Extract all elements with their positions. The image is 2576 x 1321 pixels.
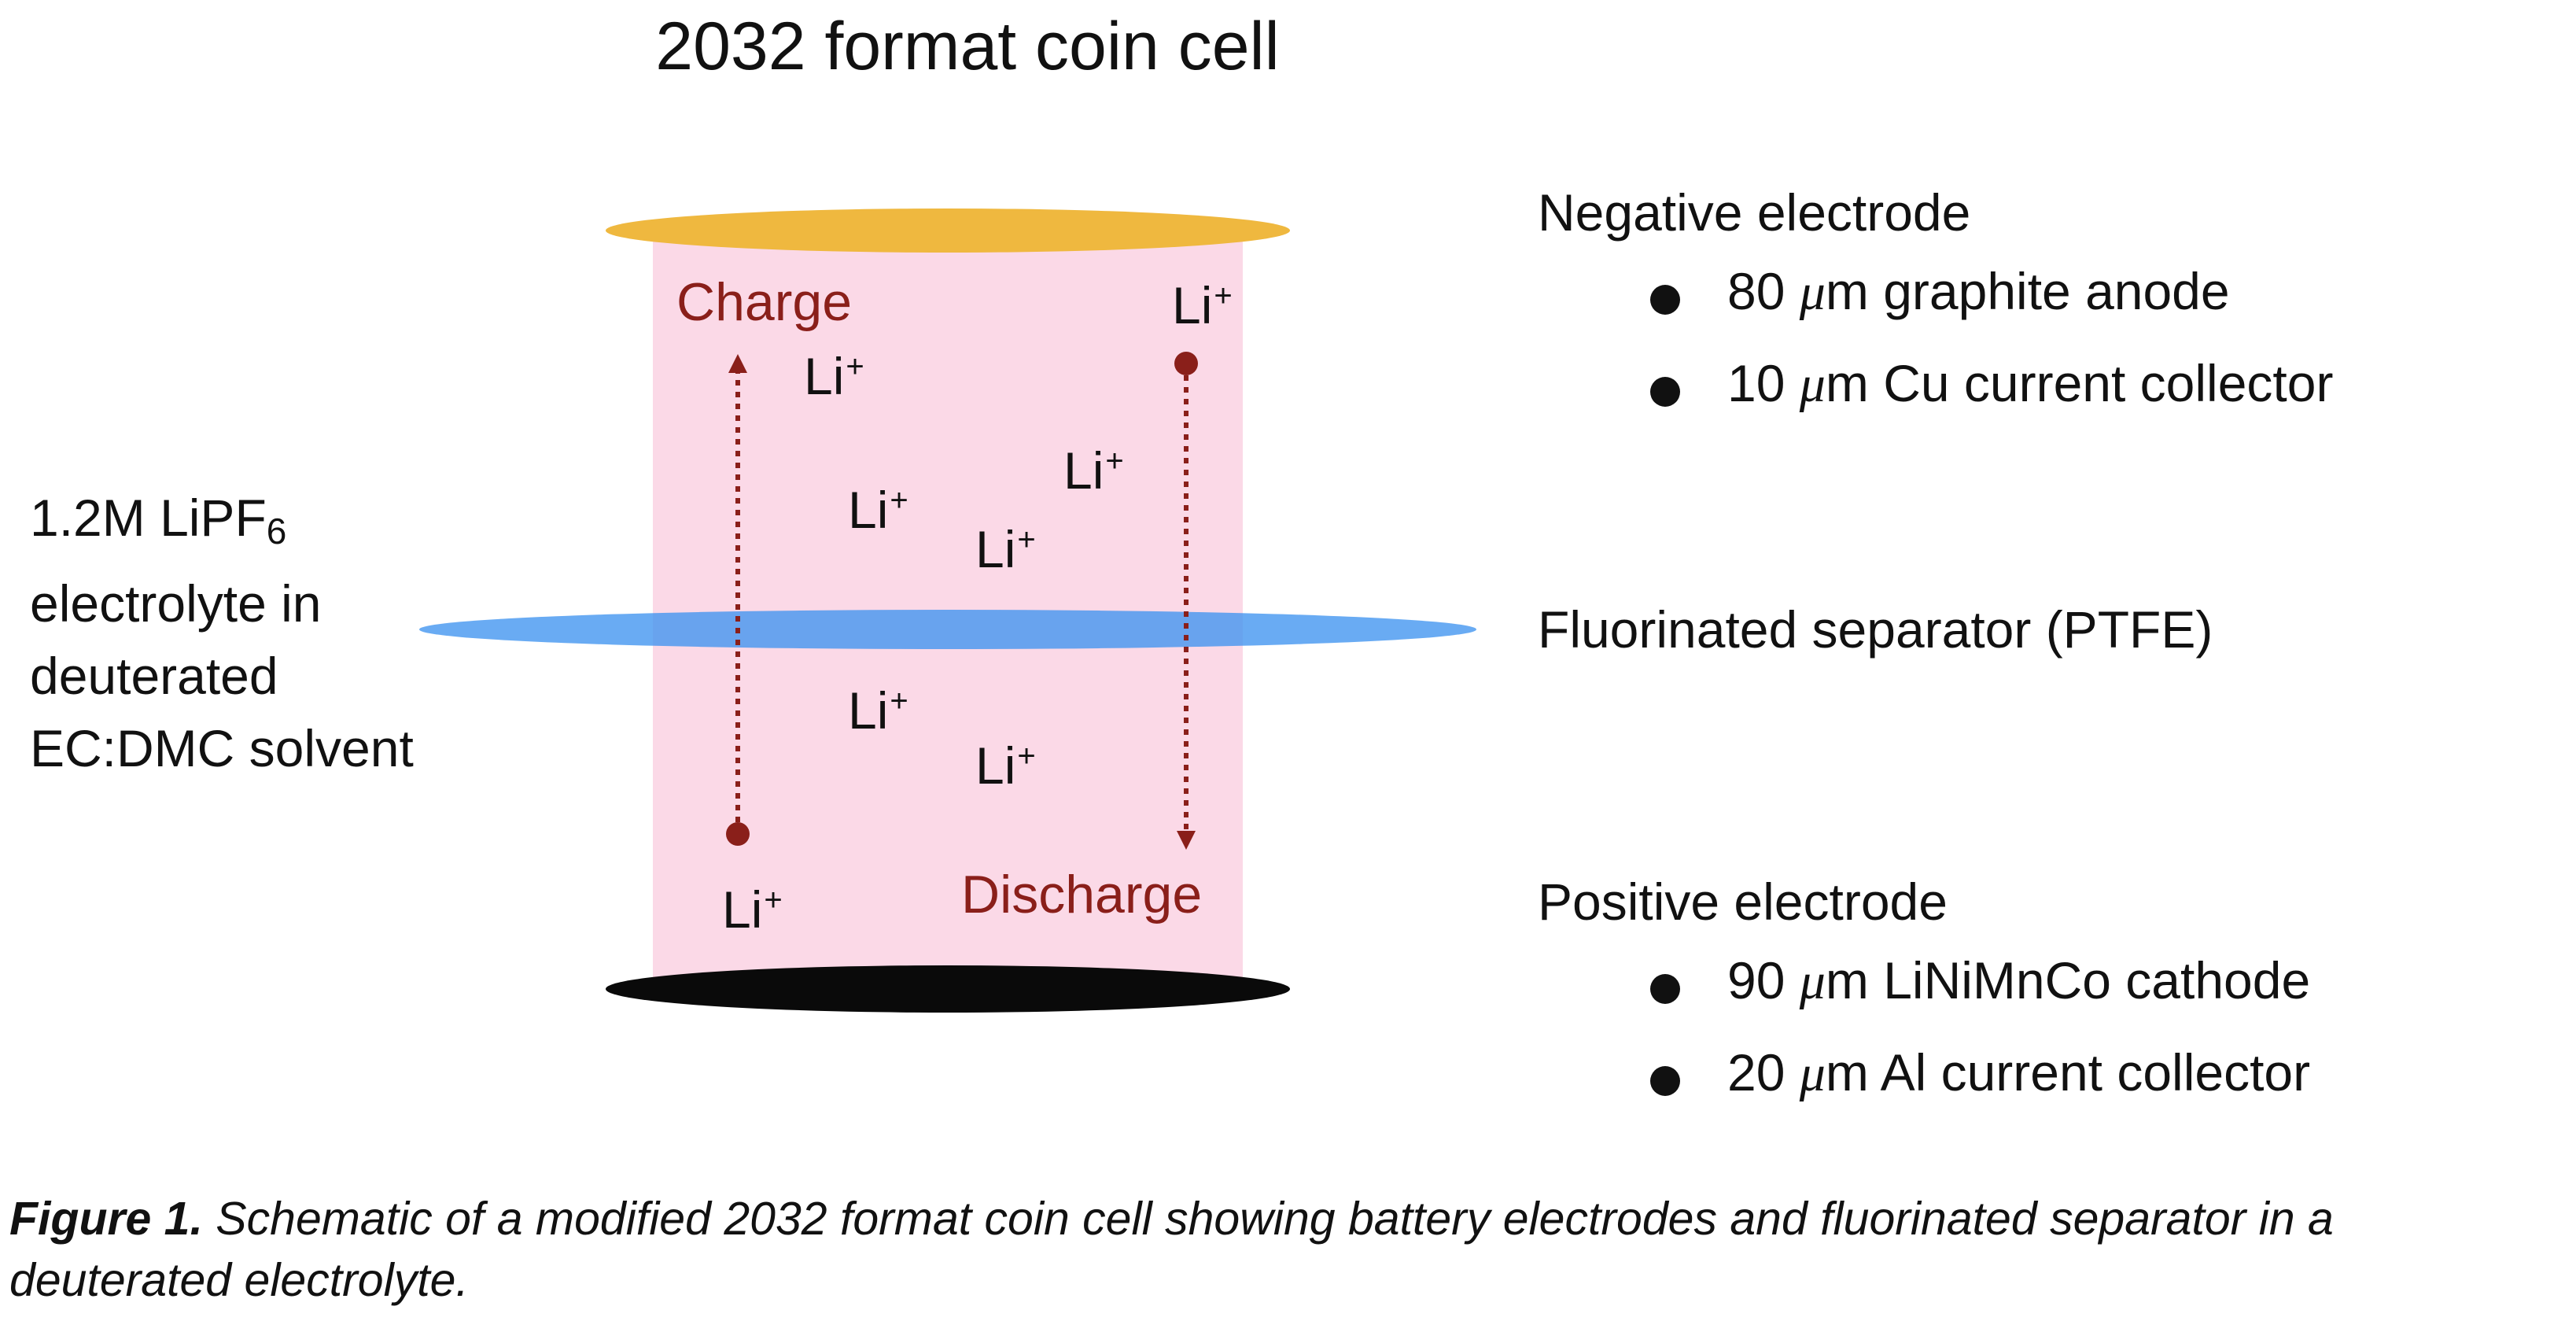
diagram-title: 2032 format coin cell: [655, 9, 1280, 84]
electrolyte-line-3: deuterated: [30, 647, 278, 705]
caption-text: Schematic of a modified 2032 format coin…: [9, 1193, 2334, 1306]
list-item: 80 μm graphite anode: [1650, 261, 2333, 353]
figure-caption: Figure 1. Schematic of a modified 2032 f…: [9, 1188, 2566, 1311]
electrolyte-line-1: 1.2M LiPF6: [30, 489, 287, 552]
positive-electrode-list: 90 μm LiNiMnCo cathode 20 μm Al current …: [1650, 950, 2310, 1135]
negative-electrode-list: 80 μm graphite anode 10 μm Cu current co…: [1650, 261, 2333, 445]
negative-electrode-heading: Negative electrode: [1538, 183, 1971, 242]
lithium-ion-label: Li+: [848, 481, 908, 539]
electrolyte-line-4: EC:DMC solvent: [30, 719, 414, 777]
electrolyte-label: 1.2M LiPF6 electrolyte in deuterated EC:…: [30, 482, 414, 784]
cell-cylinder: [653, 228, 1243, 983]
list-item: 10 μm Cu current collector: [1650, 353, 2333, 445]
lithium-ion-label: Li+: [804, 347, 864, 405]
negative-electrode-disc: [606, 208, 1290, 253]
charge-arrow-origin-dot: [726, 822, 750, 846]
positive-electrode-heading: Positive electrode: [1538, 873, 1948, 931]
positive-electrode-disc: [606, 965, 1290, 1013]
charge-label: Charge: [676, 272, 853, 332]
figure-number: Figure 1.: [9, 1193, 203, 1245]
list-item: 90 μm LiNiMnCo cathode: [1650, 950, 2310, 1042]
lithium-ion-label: Li+: [722, 880, 783, 939]
lithium-ion-label: Li+: [1063, 441, 1124, 500]
electrolyte-line-2: electrolyte in: [30, 574, 322, 633]
discharge-arrow-origin-dot: [1174, 352, 1198, 375]
lithium-ion-label: Li+: [1172, 276, 1233, 334]
lithium-ion-label: Li+: [848, 681, 908, 740]
lithium-ion-label: Li+: [975, 520, 1036, 578]
discharge-label: Discharge: [961, 865, 1203, 924]
separator-label: Fluorinated separator (PTFE): [1538, 600, 2213, 659]
list-item: 20 μm Al current collector: [1650, 1042, 2310, 1135]
separator-disc: [419, 610, 1476, 649]
lithium-ion-label: Li+: [975, 736, 1036, 795]
